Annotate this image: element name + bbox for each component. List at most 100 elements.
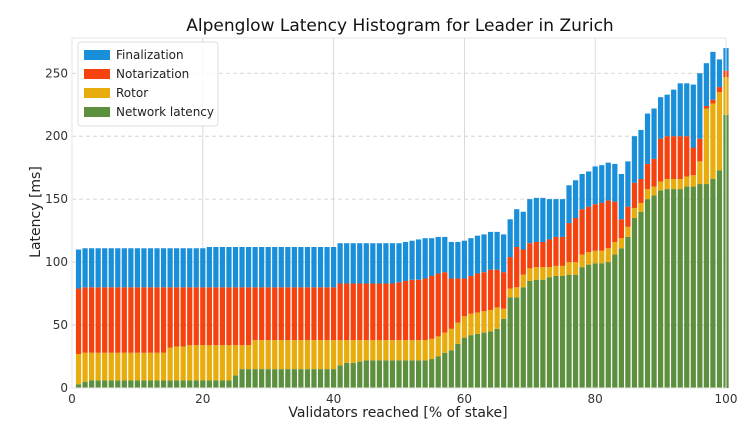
bar-finalization — [546, 199, 553, 240]
bar-finalization — [455, 241, 461, 279]
bar-finalization — [605, 162, 611, 201]
bar-network-latency — [154, 380, 160, 388]
bar-rotor — [376, 340, 382, 361]
bar-network-latency — [710, 179, 716, 388]
bar-network-latency — [559, 275, 566, 388]
bar-rotor — [219, 345, 226, 381]
bar-network-latency — [716, 170, 723, 388]
bar-rotor — [311, 340, 317, 370]
bar-finalization — [121, 248, 127, 288]
bar-rotor — [141, 352, 147, 381]
bar-rotor — [317, 340, 324, 370]
bar-finalization — [232, 246, 239, 288]
y-tick-label: 250 — [45, 66, 68, 80]
bar-finalization — [690, 84, 696, 148]
bar-finalization — [481, 234, 487, 273]
bar-finalization — [187, 248, 193, 288]
bar-finalization — [108, 248, 114, 288]
bar-notarization — [468, 275, 474, 314]
bar-network-latency — [219, 380, 226, 388]
bar-finalization — [572, 180, 579, 219]
bar-notarization — [644, 163, 651, 190]
bar-notarization — [82, 287, 88, 353]
bar-rotor — [455, 322, 461, 344]
bar-notarization — [304, 287, 311, 341]
bar-rotor — [671, 179, 677, 190]
bar-notarization — [494, 269, 500, 308]
bar-network-latency — [121, 380, 127, 388]
bar-notarization — [272, 287, 278, 341]
bar-network-latency — [442, 352, 448, 388]
bar-notarization — [75, 288, 82, 355]
bar-notarization — [102, 287, 108, 353]
bar-network-latency — [631, 218, 638, 388]
bar-network-latency — [618, 248, 624, 388]
bar-notarization — [350, 283, 356, 341]
bar-network-latency — [291, 369, 297, 388]
bar-finalization — [697, 73, 703, 139]
bar-notarization — [703, 105, 709, 109]
bar-rotor — [514, 287, 520, 298]
bar-rotor — [422, 340, 428, 361]
bar-rotor — [396, 340, 402, 361]
bar-finalization — [278, 246, 284, 288]
bar-network-latency — [383, 360, 389, 388]
bar-finalization — [265, 246, 271, 288]
bar-rotor — [95, 352, 101, 381]
bar-finalization — [350, 243, 356, 284]
x-tick-label: 60 — [457, 392, 472, 406]
bar-network-latency — [200, 380, 206, 388]
bar-network-latency — [625, 236, 631, 388]
bar-network-latency — [259, 369, 265, 388]
bar-stacks — [75, 48, 729, 389]
bar-notarization — [599, 202, 605, 251]
bar-rotor — [461, 316, 468, 338]
bar-notarization — [147, 287, 154, 353]
bar-network-latency — [187, 380, 193, 388]
bar-notarization — [115, 287, 121, 353]
bar-rotor — [553, 265, 559, 276]
bar-network-latency — [612, 254, 618, 388]
bar-notarization — [520, 249, 526, 275]
bar-notarization — [592, 204, 598, 251]
bar-finalization — [213, 246, 219, 288]
bar-network-latency — [402, 360, 409, 388]
bar-notarization — [566, 223, 572, 263]
bar-network-latency — [507, 297, 513, 388]
bar-notarization — [285, 287, 291, 341]
bar-network-latency — [75, 384, 82, 388]
bar-network-latency — [481, 332, 487, 388]
bar-finalization — [448, 241, 454, 279]
y-tick-label: 0 — [60, 381, 68, 395]
bar-network-latency — [134, 380, 141, 388]
bar-notarization — [677, 136, 683, 180]
bar-finalization — [324, 246, 330, 288]
bar-rotor — [566, 262, 572, 275]
bar-network-latency — [278, 369, 284, 388]
bar-network-latency — [599, 263, 605, 388]
bar-network-latency — [89, 380, 95, 388]
bar-network-latency — [350, 362, 356, 388]
bar-notarization — [716, 87, 723, 93]
bar-network-latency — [474, 333, 481, 388]
bar-rotor — [429, 338, 435, 360]
bar-network-latency — [206, 380, 212, 388]
bar-network-latency — [357, 361, 363, 388]
bar-finalization — [533, 197, 539, 242]
bar-finalization — [219, 246, 226, 288]
bar-finalization — [671, 89, 677, 137]
y-axis-ticks: 0 50 100 150 200 250 — [45, 66, 68, 395]
bar-rotor — [357, 340, 363, 362]
bar-notarization — [252, 287, 258, 341]
bar-rotor — [389, 340, 396, 361]
bar-rotor — [232, 345, 239, 376]
bar-finalization — [612, 163, 618, 202]
bar-rotor — [180, 346, 186, 381]
bar-rotor — [89, 352, 95, 381]
bar-rotor — [703, 108, 709, 185]
bar-notarization — [657, 138, 664, 182]
bar-network-latency — [376, 360, 382, 388]
bar-finalization — [363, 243, 369, 284]
bar-finalization — [507, 219, 513, 258]
